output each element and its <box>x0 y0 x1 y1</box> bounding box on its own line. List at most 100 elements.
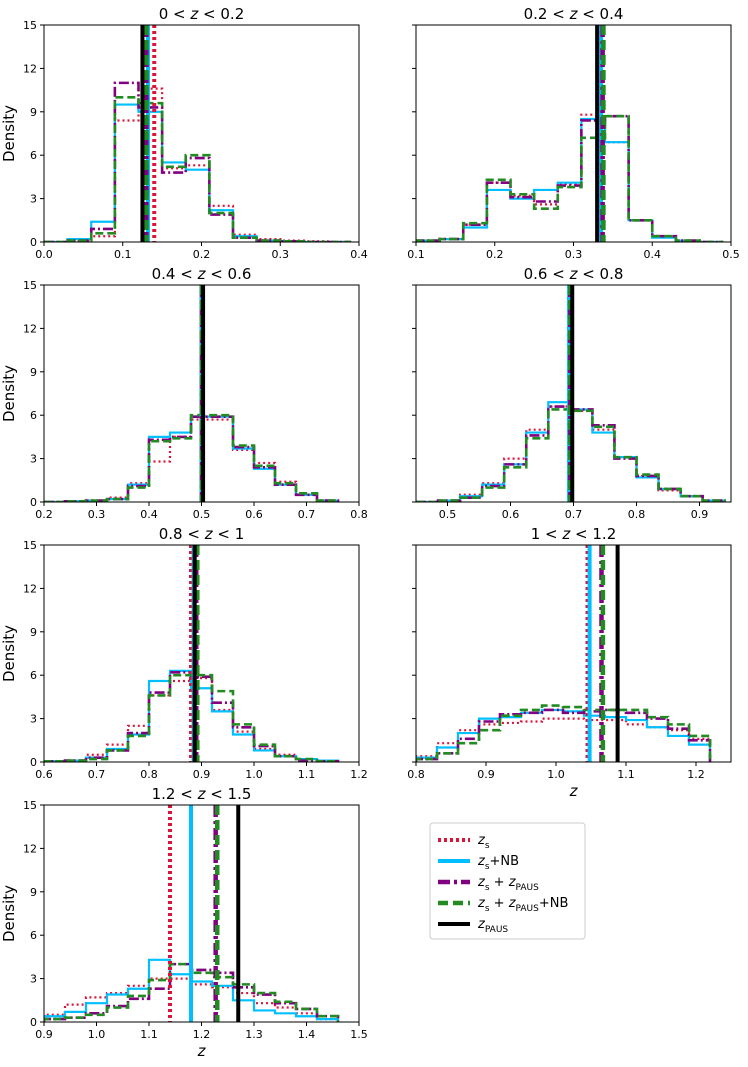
y-axis-label: Density <box>0 365 18 422</box>
x-tick-label: 1.2 <box>687 768 705 781</box>
x-tick-label: 0.7 <box>565 508 583 521</box>
y-tick-label: 12 <box>23 62 37 75</box>
panel-3: 0.6 < z < 0.8 0.5 0.6 0.7 0.8 0.9 <box>412 265 732 521</box>
x-tick-label: 0.1 <box>114 248 132 261</box>
x-tick-label: 0.2 <box>193 248 211 261</box>
legend-frame <box>429 822 586 940</box>
y-tick-label: 0 <box>30 496 37 509</box>
plot-area <box>416 285 726 502</box>
x-tick-label: 0.9 <box>193 768 211 781</box>
series-step-z-s-z-paus-nb <box>416 704 712 762</box>
y-tick-label: 12 <box>23 842 37 855</box>
x-tick-label: 1.0 <box>88 1028 106 1041</box>
y-tick-label: 0 <box>30 1016 37 1029</box>
x-tick-label: 0.4 <box>140 508 158 521</box>
x-tick-label: 1.1 <box>298 768 316 781</box>
panel-0: 0 < z < 0.2 0.0 0.1 0.2 0.3 0.4 0 3 6 9 12 15 Densit… <box>0 5 368 261</box>
x-tick-label: 0.4 <box>350 248 368 261</box>
x-tick-label: 0.9 <box>477 768 495 781</box>
panel-title: 0 < z < 0.2 <box>159 5 245 23</box>
axes-frame <box>415 24 732 243</box>
panel-2: 0.4 < z < 0.6 0.2 0.3 0.4 0.5 0.6 0.7 0.8 0 3 6 9 12… <box>0 265 368 521</box>
y-tick-label: 12 <box>23 582 37 595</box>
legend-label: zs​ + zPAUS​+NB <box>477 896 568 914</box>
legend-label: zs​ <box>477 833 490 851</box>
x-tick-label: 1.4 <box>298 1028 316 1041</box>
y-tick-label: 3 <box>30 193 37 206</box>
series-step-z-s-nb <box>44 103 352 242</box>
y-tick-label: 15 <box>23 539 37 552</box>
y-axis-label: Density <box>0 885 18 942</box>
panel-6: 1.2 < z < 1.5 0.9 1.0 1.1 1.2 1.3 1.4 1.5 0 3 6 9 12… <box>0 785 368 1060</box>
axes-frame <box>415 544 732 763</box>
plot-area <box>416 25 724 242</box>
x-axis-label: z <box>197 1042 207 1060</box>
panel-title: 1.2 < z < 1.5 <box>152 785 252 803</box>
series-step-z-s-z-paus <box>416 708 712 762</box>
legend-label: zs​ + zPAUS​ <box>477 875 539 893</box>
series-step-z-s <box>416 717 712 762</box>
x-tick-label: 0.2 <box>35 508 53 521</box>
legend-label: zPAUS​ <box>477 917 508 935</box>
x-tick-label: 0.5 <box>193 508 211 521</box>
y-axis-label: Density <box>0 105 18 162</box>
plot-area <box>44 545 340 762</box>
series-step-z-s-z-paus-nb <box>44 673 340 762</box>
plot-area <box>44 25 352 242</box>
x-tick-label: 0.6 <box>35 768 53 781</box>
y-tick-label: 9 <box>30 626 37 639</box>
x-tick-label: 0.5 <box>722 248 740 261</box>
x-tick-label: 0.3 <box>565 248 583 261</box>
x-tick-label: 0.5 <box>439 508 457 521</box>
series-step-z-s-z-paus-nb <box>44 413 340 502</box>
panel-4: 0.8 < z < 1 0.6 0.7 0.8 0.9 1.0 1.1 1.2 0 3 6 9 12 15… <box>0 525 368 781</box>
series-step-z-s-z-paus-nb <box>44 96 352 242</box>
x-tick-label: 0.9 <box>691 508 709 521</box>
y-tick-label: 15 <box>23 19 37 32</box>
x-tick-label: 0.7 <box>88 768 106 781</box>
x-tick-label: 0.8 <box>407 768 425 781</box>
y-tick-label: 12 <box>23 322 37 335</box>
axes-frame <box>43 544 360 763</box>
x-tick-label: 1.1 <box>140 1028 158 1041</box>
y-tick-label: 0 <box>30 756 37 769</box>
panel-title: 0.4 < z < 0.6 <box>152 265 252 283</box>
y-tick-label: 9 <box>30 366 37 379</box>
plot-area <box>44 805 340 1022</box>
axes-frame <box>43 24 360 243</box>
x-tick-label: 0.8 <box>350 508 368 521</box>
y-tick-label: 0 <box>30 236 37 249</box>
series-step-z-s-z-paus-nb <box>416 408 726 502</box>
plot-area <box>416 545 712 762</box>
panel-title: 0.8 < z < 1 <box>159 525 245 543</box>
y-axis-label: Density <box>0 625 18 682</box>
y-tick-label: 15 <box>23 279 37 292</box>
legend: zs​ zs​+NB zs​ + zPAUS​ zs​ + zPAUS​+NB zPAU… <box>429 822 586 940</box>
x-tick-label: 1.5 <box>350 1028 368 1041</box>
x-tick-label: 0.8 <box>140 768 158 781</box>
panel-title: 1 < z < 1.2 <box>531 525 617 543</box>
x-tick-label: 0.6 <box>502 508 520 521</box>
x-axis-label: z <box>569 782 579 800</box>
x-tick-label: 1.2 <box>350 768 368 781</box>
x-tick-label: 0.0 <box>35 248 53 261</box>
panel-1: 0.2 < z < 0.4 0.1 0.2 0.3 0.4 0.5 <box>407 5 740 261</box>
series-step-z-s-z-paus-nb <box>416 114 724 242</box>
panel-title: 0.6 < z < 0.8 <box>524 265 624 283</box>
x-tick-label: 0.6 <box>245 508 263 521</box>
x-tick-label: 1.2 <box>193 1028 211 1041</box>
axes-frame <box>43 804 360 1023</box>
x-tick-label: 1.0 <box>245 768 263 781</box>
y-tick-label: 15 <box>23 799 37 812</box>
x-tick-label: 0.3 <box>272 248 290 261</box>
y-tick-label: 3 <box>30 713 37 726</box>
x-tick-label: 0.3 <box>88 508 106 521</box>
x-tick-label: 1.1 <box>617 768 635 781</box>
x-tick-label: 0.9 <box>35 1028 53 1041</box>
y-tick-label: 9 <box>30 886 37 899</box>
y-tick-label: 6 <box>30 929 37 942</box>
panel-title: 0.2 < z < 0.4 <box>524 5 624 23</box>
series-step-z-s <box>44 87 352 242</box>
series-step-z-s-z-paus <box>44 81 352 242</box>
